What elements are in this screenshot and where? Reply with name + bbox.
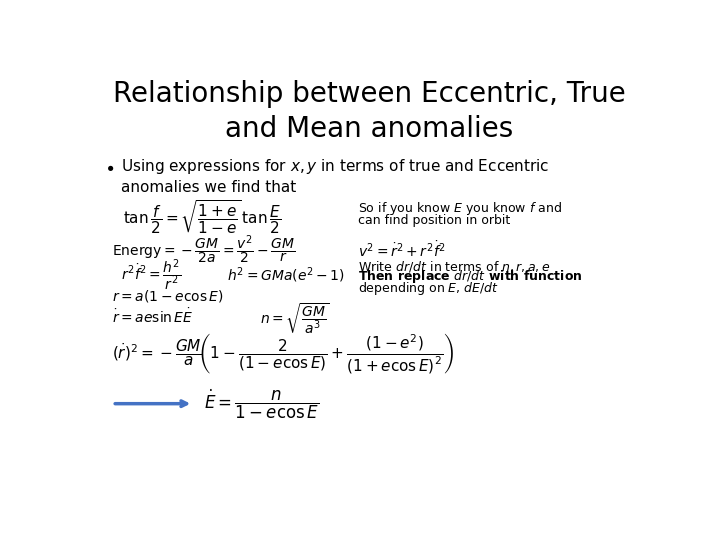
Text: $r^2\dot{f}^2 = \dfrac{h^2}{r^2}$: $r^2\dot{f}^2 = \dfrac{h^2}{r^2}$ [121, 257, 181, 293]
Text: $n = \sqrt{\dfrac{GM}{a^3}}$: $n = \sqrt{\dfrac{GM}{a^3}}$ [260, 301, 330, 336]
Text: Then replace $dr/dt$ with function: Then replace $dr/dt$ with function [358, 268, 582, 285]
Text: $r = a(1 - e\cos E)$: $r = a(1 - e\cos E)$ [112, 288, 224, 303]
Text: $\bullet$: $\bullet$ [104, 158, 114, 176]
Text: Using expressions for $x,y$ in terms of true and Eccentric: Using expressions for $x,y$ in terms of … [121, 157, 549, 176]
Text: $\dot{E} = \dfrac{n}{1 - e\cos E}$: $\dot{E} = \dfrac{n}{1 - e\cos E}$ [204, 387, 320, 421]
Text: $\tan\dfrac{f}{2} = \sqrt{\dfrac{1+e}{1-e}}\,\tan\dfrac{E}{2}$: $\tan\dfrac{f}{2} = \sqrt{\dfrac{1+e}{1-… [124, 198, 282, 235]
Text: $v^2 = \dot{r}^2 + r^2\dot{f}^2$: $v^2 = \dot{r}^2 + r^2\dot{f}^2$ [358, 240, 445, 260]
Text: So if you know $E$ you know $f$ and: So if you know $E$ you know $f$ and [358, 200, 562, 217]
Text: anomalies we find that: anomalies we find that [121, 180, 296, 195]
Text: $h^2 = GMa(e^2-1)$: $h^2 = GMa(e^2-1)$ [227, 265, 345, 285]
Text: $\dot{r} = ae\sin E\dot{E}$: $\dot{r} = ae\sin E\dot{E}$ [112, 307, 194, 326]
Text: depending on $E$, $dE/dt$: depending on $E$, $dE/dt$ [358, 280, 499, 297]
Text: Write $dr/dt$ in terms of $n, r, a, e$: Write $dr/dt$ in terms of $n, r, a, e$ [358, 259, 550, 274]
Text: and Mean anomalies: and Mean anomalies [225, 115, 513, 143]
Text: Relationship between Eccentric, True: Relationship between Eccentric, True [112, 80, 626, 108]
Text: can find position in orbit: can find position in orbit [358, 214, 510, 227]
Text: $\mathrm{Energy} = -\dfrac{GM}{2a} = \dfrac{v^2}{2} - \dfrac{GM}{r}$: $\mathrm{Energy} = -\dfrac{GM}{2a} = \df… [112, 233, 296, 266]
Text: $(\dot{r})^2 = -\dfrac{GM}{a}\!\left(1 - \dfrac{2}{(1-e\cos E)} + \dfrac{(1-e^2): $(\dot{r})^2 = -\dfrac{GM}{a}\!\left(1 -… [112, 332, 454, 376]
